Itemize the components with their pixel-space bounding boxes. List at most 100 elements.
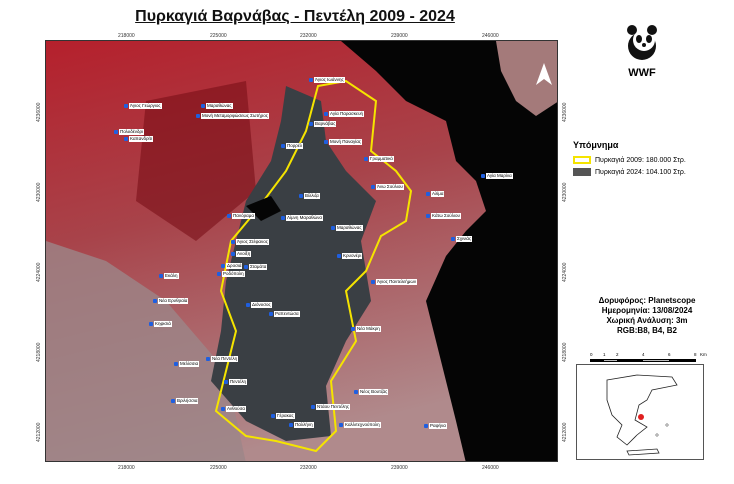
north-arrow-icon (536, 63, 552, 90)
wwf-logo: WWF (617, 22, 667, 79)
legend-item-2024: Πυρκαγιά 2024: 104.100 Στρ. (573, 168, 686, 176)
place-marker-icon (221, 407, 225, 411)
x-tick: 218000 (118, 33, 135, 39)
place-label: Πορρέλ (286, 143, 304, 149)
place-marker-icon (324, 112, 328, 116)
legend-swatch-2009 (573, 156, 591, 164)
map-layers (46, 41, 557, 461)
x-tick: 218000 (118, 465, 135, 471)
y-tick: 4224000 (36, 262, 42, 282)
place-marker-icon (231, 252, 235, 256)
y-tick: 4236000 (36, 102, 42, 122)
place-label: Βαρνάβας (314, 121, 337, 127)
place-label: Γραμματικό (369, 156, 394, 162)
urban-area (46, 241, 246, 461)
greece-outline (606, 374, 678, 456)
place-label: Αγία Παρασκευή (329, 111, 365, 117)
satellite-text: Δορυφόρος: Planetscope (598, 296, 696, 305)
place-label: Νέα Μάκρη (356, 326, 381, 332)
place-marker-icon (246, 303, 250, 307)
place-label: Γέρακας (276, 413, 295, 419)
place-marker-icon (269, 312, 273, 316)
forest-area (136, 81, 256, 241)
scale-unit: Km (700, 352, 707, 357)
place-label: Βριλήσσια (176, 398, 199, 404)
x-tick: 232000 (300, 465, 317, 471)
place-marker-icon (281, 216, 285, 220)
place-label: Καλλιτεχνούπολη (344, 422, 381, 428)
y-tick: 4224000 (562, 262, 568, 282)
satellite-map[interactable]: Άγιος Ιωάννης Άγιος Γεώργιος Μαραθώνας Μονή… (45, 40, 558, 462)
legend-label: Πυρκαγιά 2024: 104.100 Στρ. (595, 168, 686, 176)
place-marker-icon (424, 424, 428, 428)
place-label: Πεντέλη (229, 379, 248, 385)
place-label: Κρυονέρι (342, 253, 363, 259)
panda-icon (627, 25, 657, 60)
scale-label: 0 (590, 352, 593, 357)
date-text: Ημερομηνία: 13/08/2024 (601, 306, 693, 315)
place-marker-icon (354, 390, 358, 394)
place-marker-icon (311, 405, 315, 409)
y-tick: 4212000 (562, 422, 568, 442)
study-area-marker (638, 414, 644, 420)
legend: Υπόμνημα Πυρκαγιά 2009: 180.000 Στρ. Πυρ… (573, 140, 686, 180)
place-label: Αλίμα (431, 191, 445, 197)
place-label: Άγιος Γεώργιος (129, 103, 162, 109)
place-label: Μονή Μεταμορφώσεως Σωτήρος (201, 113, 269, 119)
scale-label: 6 (668, 352, 671, 357)
place-marker-icon (426, 214, 430, 218)
place-label: Καπανδρίτι (129, 136, 154, 142)
place-label: Μελίσσια (179, 361, 200, 367)
x-tick: 239000 (391, 33, 408, 39)
place-marker-icon (159, 274, 163, 278)
place-label: Εκάλη (164, 273, 179, 279)
y-tick: 4212000 (36, 422, 42, 442)
greece-inset-map (576, 364, 704, 460)
place-marker-icon (331, 226, 335, 230)
place-marker-icon (309, 78, 313, 82)
place-label: Δροσιά (226, 263, 243, 269)
place-marker-icon (371, 185, 375, 189)
place-marker-icon (231, 240, 235, 244)
place-label: Ντάου Πεντέλης (316, 404, 350, 410)
imagery-info: Δορυφόρος: Planetscope Ημερομηνία: 13/08… (572, 296, 722, 336)
place-label: Λίμνη Μαραθώνα (286, 215, 323, 221)
scale-label: 8 (694, 352, 697, 357)
place-label: Ανοίξη (236, 251, 252, 257)
x-tick: 246000 (482, 33, 499, 39)
place-label: Άγιος Στέφανος (236, 239, 269, 245)
burn-area-2024 (211, 86, 376, 441)
place-marker-icon (371, 280, 375, 284)
place-marker-icon (244, 265, 248, 269)
place-label: Νέος Βουτζάς (359, 389, 389, 395)
place-marker-icon (289, 423, 293, 427)
place-marker-icon (324, 140, 328, 144)
scale-bar: 0 1 2 4 6 8 Km (590, 352, 707, 362)
place-label: Άνω Σούλιου (376, 184, 404, 190)
place-marker-icon (153, 299, 157, 303)
y-tick: 4230000 (562, 182, 568, 202)
place-label: Μαραθώνας (206, 103, 233, 109)
place-label: Νέα Ερυθραία (158, 298, 189, 304)
map-title: Πυρκαγιά Βαρνάβας - Πεντέλη 2009 - 2024 (135, 8, 455, 25)
sea (341, 41, 557, 461)
place-label: Κάτω Σούλιου (431, 213, 461, 219)
place-marker-icon (351, 327, 355, 331)
place-marker-icon (149, 322, 153, 326)
place-label: Βίλλιζα (304, 193, 320, 199)
place-label: Σταμάτα (249, 264, 268, 270)
place-label: Παλλήνη (294, 422, 314, 428)
place-marker-icon (221, 264, 225, 268)
wwf-logo-text: WWF (628, 67, 656, 79)
place-label: Ανθούσα (226, 406, 247, 412)
place-marker-icon (114, 130, 118, 134)
place-marker-icon (206, 357, 210, 361)
place-marker-icon (224, 380, 228, 384)
x-tick: 239000 (391, 465, 408, 471)
resolution-text: Χωρική Ανάλυση: 3m (606, 316, 688, 325)
x-tick: 232000 (300, 33, 317, 39)
place-marker-icon (481, 174, 485, 178)
y-tick: 4230000 (36, 182, 42, 202)
legend-swatch-2024 (573, 168, 591, 176)
place-marker-icon (309, 122, 313, 126)
